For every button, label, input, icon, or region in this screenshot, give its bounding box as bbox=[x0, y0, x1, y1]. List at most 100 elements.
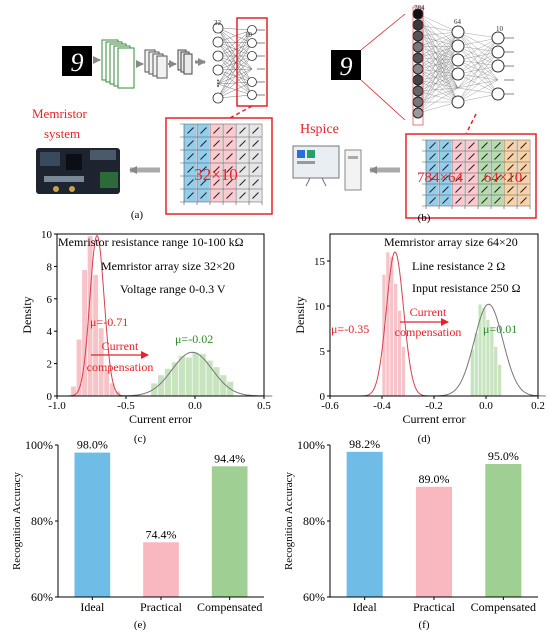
annotation-voltage: Voltage range 0-0.3 V bbox=[120, 282, 226, 296]
memristor-cell bbox=[213, 179, 220, 186]
connection-line bbox=[217, 27, 253, 83]
input-neuron bbox=[412, 107, 424, 119]
hidden-neuron bbox=[451, 53, 465, 67]
histogram-bar bbox=[470, 348, 475, 397]
panel-a: 9 ⋮ 32 10 bbox=[32, 17, 273, 221]
bar-value-label: 95.0% bbox=[488, 449, 519, 463]
memristor-cell bbox=[213, 166, 220, 173]
memristor-cell bbox=[468, 197, 475, 204]
x-tick-label: 0.2 bbox=[531, 400, 545, 412]
x-tick-label: 0.0 bbox=[188, 400, 202, 412]
connection-line bbox=[217, 29, 253, 43]
memristor-cell bbox=[187, 192, 194, 199]
memristor-cell bbox=[200, 153, 207, 160]
memristor-cell bbox=[442, 197, 449, 204]
connection-line bbox=[417, 59, 459, 81]
connection-line bbox=[217, 41, 253, 57]
neuron bbox=[212, 22, 224, 34]
panel-label-a: (a) bbox=[131, 209, 144, 221]
histogram-bar bbox=[76, 338, 83, 397]
connection-line bbox=[217, 55, 253, 71]
neuron bbox=[212, 50, 224, 62]
connection-line bbox=[417, 59, 459, 70]
memristor-cell bbox=[481, 164, 488, 171]
accuracy-bar bbox=[143, 542, 179, 597]
connection-line bbox=[457, 65, 499, 103]
histogram-chart-c: -1.0 -0.5 0.0 0.5 0 2 4 6 8 10 Current error Densit… bbox=[20, 229, 273, 445]
connection-line bbox=[457, 37, 499, 75]
input-neuron bbox=[412, 63, 424, 75]
y-axis-label: Density bbox=[20, 296, 34, 333]
y-tick-label: 15 bbox=[314, 256, 326, 268]
gaussian-fit-curve bbox=[68, 234, 126, 397]
memristor-cell bbox=[187, 127, 194, 134]
connection-line bbox=[457, 37, 499, 103]
connection-line bbox=[417, 59, 459, 92]
layer-size-10: 10 bbox=[245, 31, 253, 39]
panel-label-c: (c) bbox=[134, 433, 147, 445]
memristor-cell bbox=[468, 142, 475, 149]
memristor-cell bbox=[429, 142, 436, 149]
plot-frame bbox=[56, 233, 265, 397]
connection-line bbox=[417, 35, 459, 103]
memristor-cell bbox=[481, 175, 488, 182]
category-label: Practical bbox=[413, 600, 456, 614]
neuron bbox=[212, 92, 224, 104]
array-size-label-b2: 64×10 bbox=[484, 170, 522, 186]
memristor-cell bbox=[468, 164, 475, 171]
category-label: Practical bbox=[140, 600, 183, 614]
connection-line bbox=[217, 94, 253, 99]
memristor-cell bbox=[442, 142, 449, 149]
connection-line bbox=[417, 31, 459, 48]
category-label: Ideal bbox=[80, 600, 105, 614]
connection-line bbox=[457, 37, 499, 61]
connection-line bbox=[417, 101, 459, 114]
memristor-cell bbox=[239, 192, 246, 199]
histogram-bar bbox=[393, 283, 398, 397]
ellipsis-glyph: ⋮ bbox=[214, 79, 222, 88]
x-tick-label: 0.0 bbox=[479, 400, 493, 412]
memristor-cell bbox=[252, 140, 259, 147]
output-neuron bbox=[491, 31, 505, 45]
memristor-cell bbox=[226, 192, 233, 199]
connection-line bbox=[217, 27, 253, 57]
connection-line bbox=[417, 24, 459, 89]
memristor-cell bbox=[494, 153, 501, 160]
memristor-cell bbox=[455, 142, 462, 149]
memristor-cell bbox=[481, 197, 488, 204]
mu-label-after: μ=-0.02 bbox=[175, 332, 213, 346]
connection-line bbox=[417, 45, 459, 114]
connection-line bbox=[217, 81, 253, 99]
accuracy-bar bbox=[415, 486, 453, 597]
connection-line bbox=[217, 55, 253, 70]
histogram-bar bbox=[92, 274, 99, 397]
memristor-cell bbox=[239, 127, 246, 134]
annotation-array-size: Memristor array size 32×20 bbox=[101, 259, 235, 273]
layer-size-784: 784 bbox=[414, 4, 425, 12]
memristor-cell bbox=[239, 153, 246, 160]
histogram-bar bbox=[385, 251, 391, 397]
y-tick-label: 0 bbox=[320, 391, 326, 403]
memristor-cell bbox=[507, 153, 514, 160]
memristor-cell bbox=[520, 164, 527, 171]
memristor-cell bbox=[494, 175, 501, 182]
mu-label-before-d: μ=-0.35 bbox=[331, 322, 369, 336]
memristor-cell bbox=[226, 166, 233, 173]
y-tick-label: 2 bbox=[47, 359, 53, 371]
memristor-cell bbox=[226, 127, 233, 134]
histogram-chart-d: -0.6 -0.4 -0.2 0.0 0.2 0 5 10 15 Current error Den… bbox=[293, 233, 546, 445]
mu-label-before: μ=-0.71 bbox=[90, 315, 128, 329]
mu-label-after-d: μ=0.01 bbox=[483, 322, 517, 336]
input-neuron bbox=[412, 52, 424, 64]
y-axis-label: Density bbox=[293, 296, 307, 333]
connection-line bbox=[217, 29, 253, 99]
connection-line bbox=[417, 46, 459, 75]
connection-line bbox=[217, 55, 253, 83]
histogram-bar bbox=[185, 356, 193, 397]
connection-line bbox=[417, 31, 459, 92]
y-tick-label: 4 bbox=[47, 326, 53, 338]
connection-line bbox=[217, 27, 253, 31]
connection-line bbox=[417, 73, 459, 81]
connection-line bbox=[417, 24, 459, 75]
neuron bbox=[247, 77, 257, 87]
